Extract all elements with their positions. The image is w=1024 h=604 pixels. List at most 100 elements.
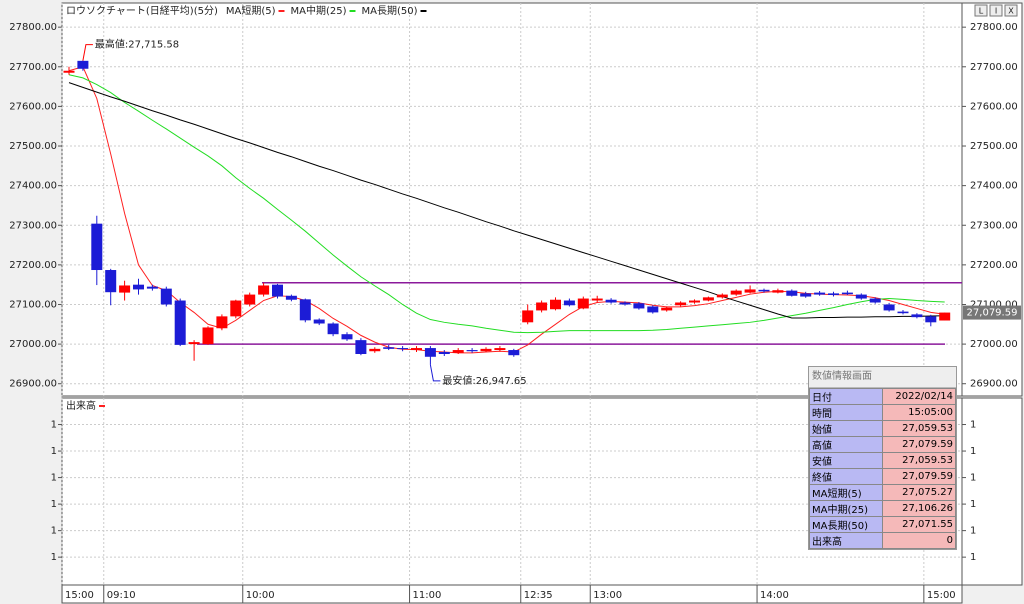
candle-body	[814, 292, 826, 295]
info-row: 終値 27,079.59	[809, 468, 956, 485]
info-label: 日付	[809, 388, 883, 405]
info-value: 27,059.53	[882, 452, 956, 469]
y-tick-label: 27400.00	[9, 181, 57, 192]
x-axis	[61, 584, 963, 604]
window-button-label: L	[979, 7, 984, 16]
info-row: 高値 27,079.59	[809, 436, 956, 453]
ma-line	[68, 82, 945, 319]
candle-body	[327, 323, 339, 335]
candle-body	[369, 348, 381, 352]
volume-right-axis	[961, 397, 1023, 586]
annotation: 最高値:27,715.58	[95, 38, 179, 51]
candle-body	[730, 290, 742, 295]
y2-tick-label: 27700.00	[970, 62, 1018, 73]
candle-body	[341, 334, 353, 340]
candle-body	[299, 299, 311, 321]
y2-tick-label: 1	[970, 552, 976, 563]
info-label: 時間	[809, 404, 883, 421]
info-label: 終値	[809, 468, 883, 485]
candle-body	[160, 288, 172, 305]
candle-body	[438, 352, 450, 355]
y-tick-label: 1	[51, 446, 57, 457]
legend-label: MA中期(25)	[291, 4, 347, 17]
info-label: 高値	[809, 436, 883, 453]
x-tick-label: 11:00	[413, 590, 442, 601]
y2-tick-label: 1	[970, 526, 976, 537]
candle-body	[466, 350, 478, 352]
candle-body	[105, 270, 117, 293]
info-row: 始値 27,059.53	[809, 420, 956, 437]
info-value: 0	[882, 532, 956, 549]
candle-body	[202, 327, 214, 345]
candle-body	[550, 299, 561, 310]
window-button-label: I	[995, 7, 997, 16]
y2-tick-label: 1	[970, 473, 976, 484]
legend-label: MA長期(50)	[362, 5, 418, 17]
candle-body	[702, 297, 714, 301]
candle-body	[605, 299, 617, 303]
main-right-axis	[961, 2, 1023, 397]
chart-title: ロウソクチャート(日経平均)(5分)	[66, 4, 218, 17]
info-label: 安値	[809, 452, 883, 469]
y-tick-label: 1	[51, 499, 57, 510]
window-button[interactable]	[974, 4, 988, 17]
candle-body	[925, 316, 937, 323]
candle-body	[216, 316, 228, 329]
info-table: 日付 2022/02/14 時間 15:05:00 始値 27,059.53 高値 27,07…	[809, 388, 956, 549]
y-tick-label: 1	[51, 552, 57, 563]
y-tick-label: 27300.00	[9, 220, 57, 231]
candle-body	[563, 300, 575, 306]
candle-body	[883, 304, 895, 311]
candle-body	[383, 347, 395, 349]
candle-body	[744, 289, 756, 293]
candle-body	[633, 303, 645, 309]
y-tick-label: 27100.00	[9, 299, 57, 310]
y-tick-label: 27700.00	[9, 62, 57, 73]
window-button[interactable]	[989, 4, 1003, 17]
window-button[interactable]	[1004, 4, 1018, 17]
info-row: 安値 27,059.53	[809, 452, 956, 469]
info-label: 出来高	[809, 532, 883, 549]
candle-body	[536, 302, 548, 311]
candle-body	[689, 300, 700, 303]
y2-tick-label: 26900.00	[970, 379, 1018, 390]
candle-body	[897, 311, 909, 314]
y-tick-label: 27200.00	[9, 260, 57, 271]
y2-tick-label: 27600.00	[970, 101, 1018, 112]
candle-body	[508, 350, 520, 356]
x-tick-label: 12:35	[524, 590, 553, 601]
candle-body	[285, 295, 297, 300]
x-tick-label: 14:00	[760, 590, 789, 601]
info-row: MA短期(5) 27,075.27	[809, 484, 956, 501]
candle-body	[855, 294, 867, 299]
window-button-label: X	[1008, 7, 1014, 16]
info-row: 日付 2022/02/14	[809, 388, 956, 405]
candle-body	[313, 319, 325, 324]
candle-body	[119, 285, 131, 293]
y2-tick-label: 1	[970, 420, 976, 431]
info-value: 27,079.59	[882, 468, 956, 485]
info-label: MA短期(5)	[809, 484, 883, 501]
y2-tick-label: 27800.00	[970, 22, 1018, 33]
candle-body	[230, 300, 242, 317]
info-row: 出来高 0	[809, 532, 956, 549]
candle-body	[591, 298, 603, 301]
ma-line	[68, 74, 945, 334]
x-tick-label: 15:00	[65, 590, 94, 601]
y2-tick-label: 1	[970, 499, 976, 510]
candle-body	[174, 300, 186, 345]
y2-tick-label: 27000.00	[970, 339, 1018, 350]
info-label: 始値	[809, 420, 883, 437]
ma-line	[68, 66, 945, 354]
y-tick-label: 1	[51, 473, 57, 484]
y-tick-label: 27000.00	[9, 339, 57, 350]
candle-body	[146, 286, 158, 289]
info-value: 27,071.55	[882, 516, 956, 533]
candle-body	[522, 310, 534, 323]
info-row: MA長期(50) 27,071.55	[809, 516, 956, 533]
y2-tick-label: 27300.00	[970, 220, 1018, 231]
candle-body	[133, 284, 144, 290]
info-value: 27,079.59	[882, 436, 956, 453]
